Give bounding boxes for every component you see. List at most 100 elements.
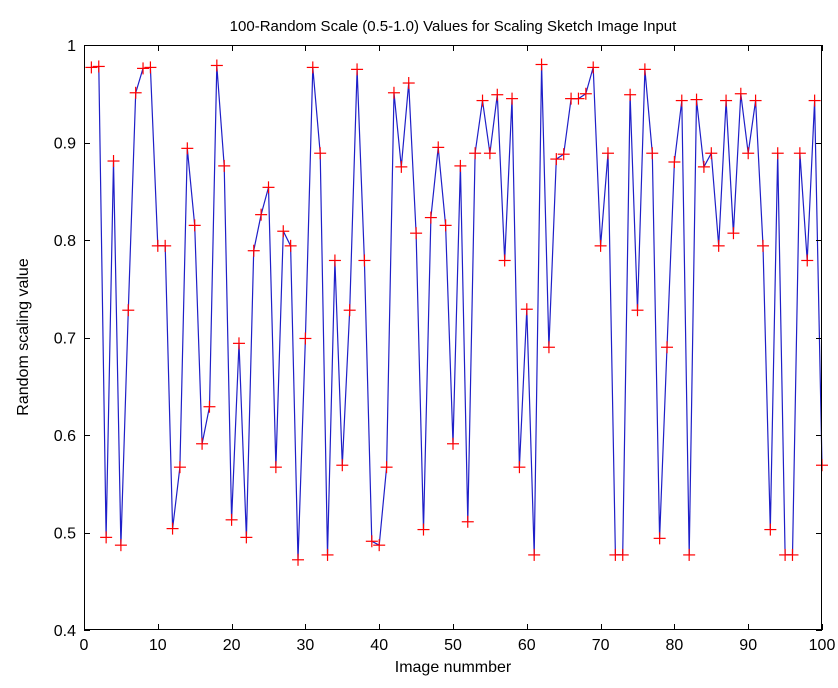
x-tick-label: 90 [739,637,757,654]
marker-layer [85,58,828,566]
x-tick-label: 40 [370,637,388,654]
data-point-marker [690,93,703,106]
data-point-marker [557,148,570,161]
data-point-marker [506,92,519,105]
data-point-marker [395,160,408,173]
data-point-marker [793,147,806,160]
data-point-marker [631,304,644,317]
data-point-marker [424,211,437,224]
data-point-marker [210,59,223,72]
y-tick-label: 0.6 [54,428,76,445]
data-point-marker [225,513,238,526]
data-point-marker [712,239,725,252]
data-point-marker [144,61,157,74]
data-point-marker [365,535,378,548]
data-point-marker [232,337,245,350]
data-point-marker [358,254,371,267]
data-point-marker [675,94,688,107]
x-tick-label: 80 [666,637,684,654]
data-point-marker [166,522,179,535]
data-point-marker [579,87,592,100]
data-point-marker [85,61,98,74]
data-point-marker [749,94,762,107]
data-point-marker [218,159,231,172]
data-point-marker [697,160,710,173]
data-point-marker [306,61,319,74]
data-point-marker [454,159,467,172]
data-point-marker [587,61,600,74]
x-tick-label: 70 [592,637,610,654]
y-axis-ticks: 0.4 0.5 0.6 0.7 0.8 0.9 1 [54,38,822,640]
data-point-marker [314,147,327,160]
data-point-marker [159,239,172,252]
data-point-marker [439,219,452,232]
data-point-marker [328,254,341,267]
y-tick-label: 0.7 [54,331,76,348]
data-point-marker [351,63,364,76]
data-point-marker [535,58,548,71]
x-tick-label: 20 [223,637,241,654]
data-point-marker [196,437,209,450]
data-point-marker [683,548,696,561]
data-point-marker [92,60,105,73]
data-point-marker [122,304,135,317]
data-point-marker [542,341,555,354]
y-axis-label: Random scaling value [15,258,32,416]
data-point-marker [284,239,297,252]
data-point-marker [528,548,541,561]
data-point-marker [203,400,216,413]
y-tick-label: 1 [67,38,76,55]
x-tick-label: 0 [80,637,89,654]
data-point-marker [513,461,526,474]
data-point-marker [616,548,629,561]
data-point-marker [572,92,585,105]
data-point-marker [380,461,393,474]
data-point-marker [771,147,784,160]
data-point-marker [742,147,755,160]
x-axis-label: Image nummber [395,659,512,676]
data-point-marker [668,156,681,168]
data-point-marker [624,88,637,101]
y-tick-label: 0.8 [54,233,76,250]
data-point-marker [601,147,614,160]
data-point-marker [520,303,533,316]
data-point-marker [188,219,201,232]
data-point-marker [808,94,821,107]
data-point-marker [262,181,275,194]
data-point-marker [247,244,260,257]
data-point-marker [801,254,814,267]
data-point-marker [469,147,482,160]
data-point-marker [483,147,496,160]
data-point-marker [269,461,282,474]
plot-area [84,45,822,630]
x-tick-label: 100 [809,637,836,654]
data-point-marker [107,155,120,168]
data-point-marker [498,254,511,267]
x-axis-ticks: 0 10 20 30 40 50 60 70 80 90 100 [80,45,836,654]
data-point-marker [321,548,334,561]
data-point-marker [661,341,674,354]
data-point-marker [432,141,445,154]
data-point-marker [292,553,305,566]
series-line [91,64,823,560]
data-point-marker [336,459,349,472]
data-point-marker [550,153,563,166]
data-point-marker [705,147,718,160]
data-point-marker [137,62,150,75]
data-point-marker [646,147,659,160]
series-layer [91,64,823,560]
data-point-marker [410,227,423,240]
data-point-marker [476,94,489,107]
data-point-marker [461,515,474,528]
data-point-marker [173,461,186,474]
data-point-marker [417,523,430,536]
data-point-marker [277,225,290,238]
data-point-marker [387,86,400,99]
x-tick-label: 10 [149,637,167,654]
data-point-marker [129,86,142,99]
data-point-marker [181,142,194,155]
data-point-marker [734,87,747,100]
data-point-marker [594,239,607,252]
data-point-marker [653,532,666,545]
